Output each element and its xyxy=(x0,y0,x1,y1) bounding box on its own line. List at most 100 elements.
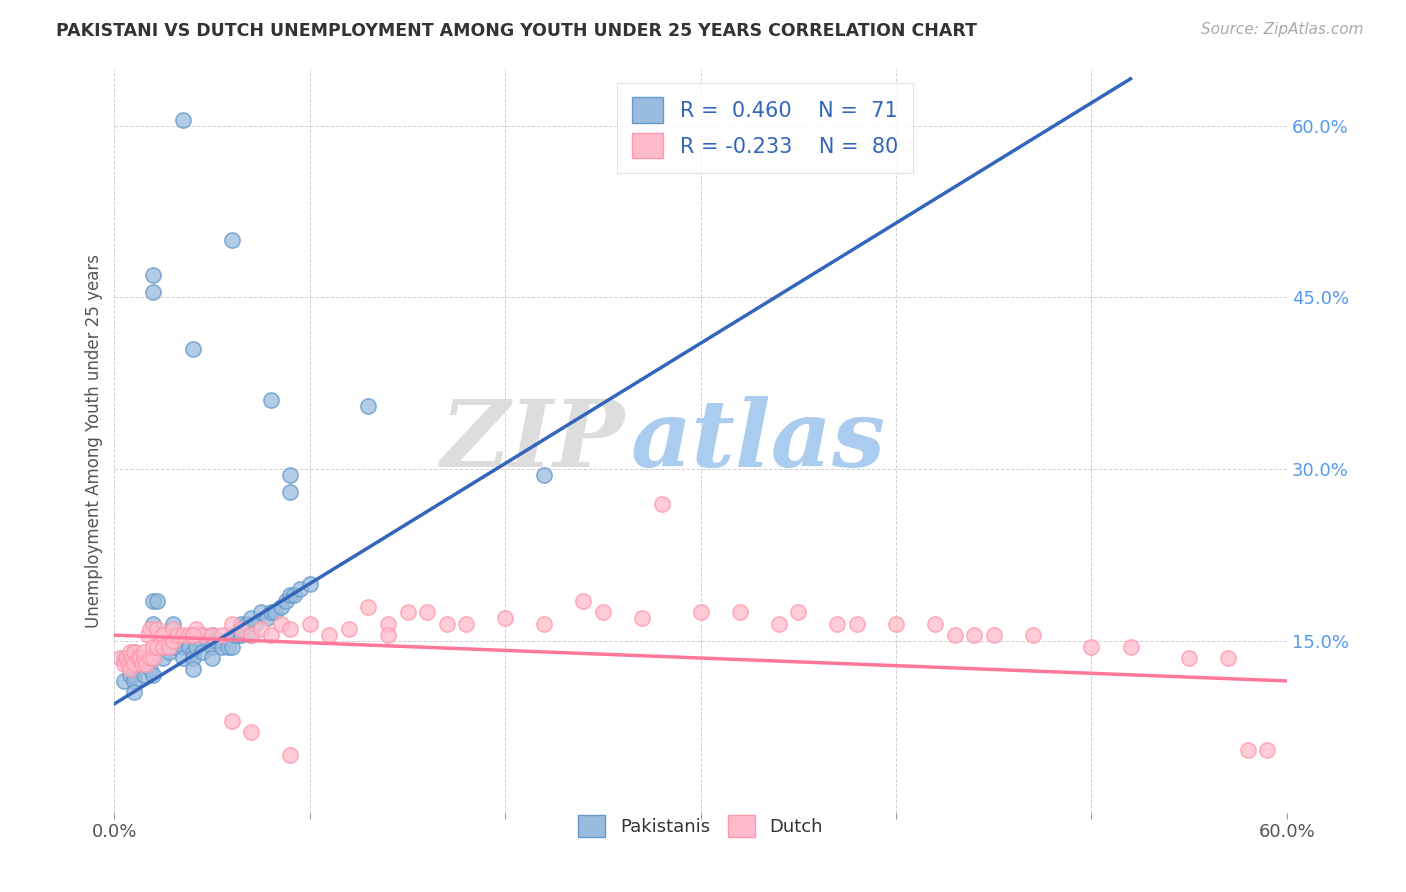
Y-axis label: Unemployment Among Youth under 25 years: Unemployment Among Youth under 25 years xyxy=(86,253,103,628)
Point xyxy=(112,673,135,688)
Point xyxy=(278,485,301,500)
Point xyxy=(592,605,614,619)
Point xyxy=(152,640,174,654)
Point xyxy=(201,628,224,642)
Point xyxy=(138,623,160,637)
Point xyxy=(146,640,169,654)
Point xyxy=(924,616,946,631)
Point xyxy=(276,594,298,608)
Point xyxy=(127,651,149,665)
Point xyxy=(231,623,253,637)
Text: PAKISTANI VS DUTCH UNEMPLOYMENT AMONG YOUTH UNDER 25 YEARS CORRELATION CHART: PAKISTANI VS DUTCH UNEMPLOYMENT AMONG YO… xyxy=(56,22,977,40)
Point xyxy=(121,651,143,665)
Point xyxy=(181,651,204,665)
Point xyxy=(122,645,145,659)
Point xyxy=(270,616,292,631)
Point xyxy=(142,616,165,631)
Point xyxy=(132,645,155,659)
Point xyxy=(211,640,233,654)
Point xyxy=(845,616,868,631)
Point xyxy=(117,657,139,671)
Point xyxy=(132,651,155,665)
Point xyxy=(127,657,149,671)
Point xyxy=(270,599,292,614)
Point xyxy=(689,605,711,619)
Point xyxy=(136,628,159,642)
Point xyxy=(963,628,986,642)
Point xyxy=(146,594,169,608)
Point xyxy=(357,399,380,413)
Point xyxy=(201,640,224,654)
Point xyxy=(221,616,243,631)
Point xyxy=(240,611,263,625)
Point xyxy=(456,616,478,631)
Point xyxy=(181,628,204,642)
Point xyxy=(142,668,165,682)
Point xyxy=(191,645,214,659)
Point xyxy=(533,467,555,482)
Point xyxy=(240,628,263,642)
Point xyxy=(1256,742,1278,756)
Point xyxy=(278,623,301,637)
Point xyxy=(118,668,141,682)
Point xyxy=(298,576,321,591)
Point xyxy=(115,651,138,665)
Point xyxy=(357,599,380,614)
Point xyxy=(250,605,273,619)
Point xyxy=(283,588,305,602)
Point xyxy=(631,611,654,625)
Point xyxy=(191,628,214,642)
Point xyxy=(225,628,247,642)
Point xyxy=(205,633,228,648)
Point xyxy=(162,633,184,648)
Point xyxy=(787,605,810,619)
Point xyxy=(142,651,165,665)
Point xyxy=(181,663,204,677)
Point xyxy=(236,616,259,631)
Point xyxy=(152,651,174,665)
Point xyxy=(1218,651,1240,665)
Point xyxy=(221,233,243,247)
Point xyxy=(201,628,224,642)
Point xyxy=(377,616,399,631)
Point xyxy=(122,668,145,682)
Point xyxy=(1119,640,1142,654)
Point xyxy=(146,623,169,637)
Point xyxy=(172,651,194,665)
Point xyxy=(157,640,180,654)
Point xyxy=(211,633,233,648)
Point xyxy=(318,628,340,642)
Point xyxy=(132,651,155,665)
Point xyxy=(142,285,165,299)
Point xyxy=(177,640,200,654)
Point xyxy=(827,616,849,631)
Point xyxy=(884,616,907,631)
Point xyxy=(172,628,194,642)
Point xyxy=(278,748,301,763)
Point xyxy=(186,640,208,654)
Point xyxy=(728,605,751,619)
Point xyxy=(201,651,224,665)
Point xyxy=(436,616,458,631)
Point xyxy=(181,645,204,659)
Point xyxy=(166,633,188,648)
Point xyxy=(122,663,145,677)
Point xyxy=(260,605,283,619)
Point xyxy=(118,645,141,659)
Point xyxy=(142,640,165,654)
Point xyxy=(278,467,301,482)
Point xyxy=(142,651,165,665)
Point xyxy=(231,628,253,642)
Point xyxy=(186,623,208,637)
Point xyxy=(162,623,184,637)
Point xyxy=(112,657,135,671)
Point xyxy=(288,582,311,597)
Point xyxy=(1022,628,1045,642)
Point xyxy=(162,640,184,654)
Point xyxy=(651,496,673,510)
Point xyxy=(152,640,174,654)
Point xyxy=(260,393,283,408)
Point xyxy=(197,633,219,648)
Point xyxy=(181,342,204,356)
Point xyxy=(1236,742,1258,756)
